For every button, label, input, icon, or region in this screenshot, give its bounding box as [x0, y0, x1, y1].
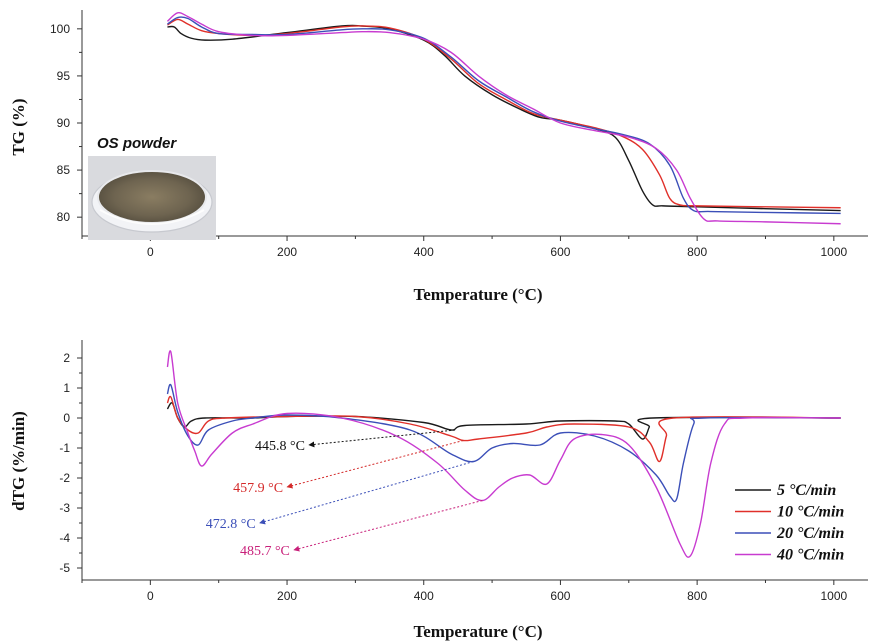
dtg-y-axis: 2 1 0 -1 -2 -3 -4 -5: [59, 340, 83, 580]
tg-x-tick-label: 0: [147, 245, 154, 259]
dtg-x-tick-label: 1000: [820, 589, 847, 603]
inset-title: OS powder: [97, 135, 177, 152]
dtg-y-tick-label: -1: [59, 441, 70, 455]
dtg-y-tick-label: -5: [59, 561, 70, 575]
dtg-series-group: [166, 350, 841, 558]
legend-label: 40 °C/min: [776, 547, 844, 564]
tg-y-axis-title: TG (%): [9, 98, 28, 155]
tg-y-tick-label: 80: [57, 210, 71, 224]
peak-arrow: [308, 429, 456, 448]
petri-dish-powder-photo-icon: [91, 170, 213, 233]
tg-series-line-40-c-min: [166, 11, 841, 225]
dtg-x-tick-label: 0: [147, 589, 154, 603]
dtg-x-tick-label: 800: [687, 589, 707, 603]
dtg-series-line-10-c-min: [166, 395, 841, 463]
dtg-y-tick-label: -2: [59, 471, 70, 485]
peak-label: 472.8 °C: [206, 517, 256, 532]
dtg-x-tick-label: 600: [550, 589, 570, 603]
dtg-y-tick-label: 0: [63, 411, 70, 425]
peak-arrow: [293, 500, 483, 552]
dtg-y-tick-label: 2: [63, 351, 70, 365]
dtg-panel: 2 1 0 -1 -2 -3 -4 -5 0 200 400 600 800 1000 445.8 °C…: [9, 340, 868, 641]
dtg-x-tick-label: 200: [277, 589, 297, 603]
legend-label: 10 °C/min: [777, 504, 844, 521]
tg-y-tick-label: 95: [57, 69, 71, 83]
tg-x-tick-label: 200: [277, 245, 297, 259]
peak-label: 457.9 °C: [233, 481, 283, 496]
dtg-y-tick-label: 1: [63, 381, 70, 395]
tg-y-tick-label: 90: [57, 116, 71, 130]
dtg-y-tick-label: -4: [59, 531, 70, 545]
tg-x-tick-label: 1000: [820, 245, 847, 259]
tg-x-tick-label: 600: [550, 245, 570, 259]
tg-x-tick-label: 800: [687, 245, 707, 259]
dtg-x-axis-title: Temperature (°C): [413, 622, 542, 641]
dtg-x-axis: 0 200 400 600 800 1000: [81, 579, 868, 603]
tg-series-line-20-c-min: [167, 16, 841, 215]
peak-label: 445.8 °C: [255, 439, 305, 454]
legend: 5 °C/min 10 °C/min 20 °C/min 40 °C/min: [735, 482, 844, 564]
legend-label: 20 °C/min: [776, 525, 844, 542]
tg-panel: 80 85 90 95 100 0 200 400 600 800 1000 Temperatur…: [9, 10, 868, 304]
peak-label: 485.7 °C: [240, 544, 290, 559]
dtg-series-line-40-c-min: [166, 350, 841, 558]
dtg-x-tick-label: 400: [414, 589, 434, 603]
tg-x-tick-label: 400: [414, 245, 434, 259]
peak-arrow: [286, 440, 464, 489]
tg-x-axis-title: Temperature (°C): [413, 285, 542, 304]
dtg-y-tick-label: -3: [59, 501, 70, 515]
peak-arrow: [259, 461, 474, 525]
tg-y-axis: 80 85 90 95 100: [50, 10, 83, 236]
legend-label: 5 °C/min: [777, 482, 836, 499]
os-powder-inset: OS powder: [88, 135, 216, 240]
tg-series-line-10-c-min: [167, 18, 841, 209]
tg-y-tick-label: 85: [57, 163, 71, 177]
tg-y-tick-label: 100: [50, 22, 70, 36]
dtg-series-line-20-c-min: [166, 383, 841, 503]
dtg-series-line-5-c-min: [166, 402, 841, 440]
dtg-annotations: 445.8 °C 457.9 °C 472.8 °C 485.7 °C: [206, 429, 483, 559]
tg-series-line-5-c-min: [167, 24, 841, 212]
dtg-y-axis-title: dTG (%/min): [9, 411, 28, 511]
tg-series-group: [166, 11, 841, 225]
